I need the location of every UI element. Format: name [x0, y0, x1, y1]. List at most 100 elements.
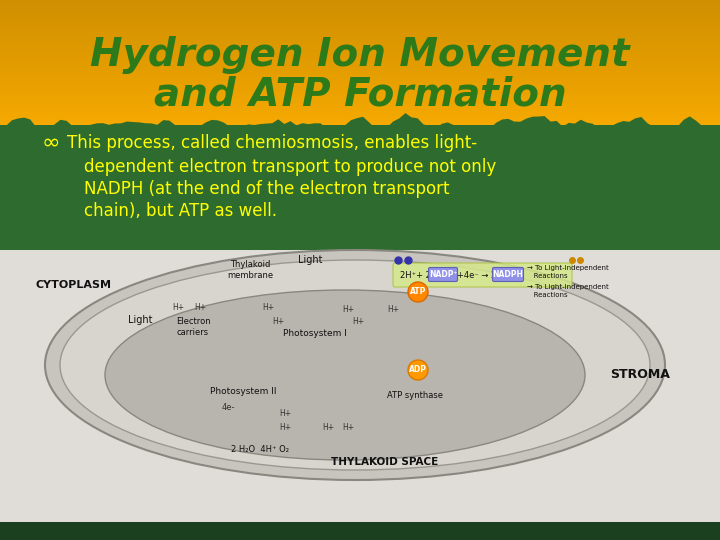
Bar — [0, 115, 720, 116]
Bar — [0, 6, 720, 7]
Bar — [0, 52, 720, 53]
Text: NADPH (at the end of the electron transport: NADPH (at the end of the electron transp… — [84, 180, 449, 198]
Bar — [0, 80, 720, 81]
Bar — [0, 59, 720, 60]
Bar — [0, 28, 720, 29]
Bar — [0, 41, 720, 42]
Bar — [0, 43, 720, 44]
Bar — [0, 63, 720, 64]
Bar — [0, 119, 720, 120]
Bar — [0, 113, 720, 114]
Ellipse shape — [105, 290, 585, 460]
Text: NADPH: NADPH — [492, 270, 523, 279]
Bar — [0, 25, 720, 26]
Ellipse shape — [45, 250, 665, 480]
Bar — [0, 74, 720, 75]
Bar — [0, 84, 720, 85]
Text: THYLAKOID SPACE: THYLAKOID SPACE — [331, 457, 438, 467]
Bar — [0, 107, 720, 108]
Bar — [0, 114, 720, 115]
Text: H+: H+ — [342, 423, 354, 433]
Bar — [0, 26, 720, 27]
Bar — [0, 105, 720, 106]
FancyBboxPatch shape — [393, 263, 572, 287]
Text: Hydrogen Ion Movement: Hydrogen Ion Movement — [90, 36, 630, 74]
Bar — [0, 40, 720, 41]
Text: Photosystem I: Photosystem I — [283, 328, 347, 338]
Text: 2 H₂O  4H⁺ O₂: 2 H₂O 4H⁺ O₂ — [231, 446, 289, 455]
Text: H+: H+ — [194, 303, 206, 313]
Bar — [0, 18, 720, 19]
Bar — [0, 13, 720, 14]
Bar — [0, 0, 720, 125]
Bar — [0, 98, 720, 99]
Bar — [0, 118, 720, 119]
Bar — [0, 37, 720, 38]
Bar — [0, 47, 720, 48]
Bar — [0, 102, 720, 103]
Bar — [0, 83, 720, 84]
Bar — [0, 125, 720, 250]
Bar — [0, 46, 720, 47]
Text: Electron
carriers: Electron carriers — [176, 317, 210, 337]
Bar — [0, 4, 720, 5]
Text: Light: Light — [127, 315, 152, 325]
Polygon shape — [0, 113, 720, 145]
Bar — [0, 92, 720, 93]
Bar — [0, 109, 720, 110]
Bar — [0, 121, 720, 122]
Bar — [0, 44, 720, 45]
Bar — [0, 3, 720, 4]
Bar — [0, 62, 720, 63]
Bar — [0, 56, 720, 57]
Bar — [0, 76, 720, 77]
Bar — [0, 64, 720, 65]
Bar — [0, 35, 720, 36]
Text: 2H⁺+ 2: 2H⁺+ 2 — [400, 271, 431, 280]
Bar — [0, 33, 720, 34]
Bar — [0, 70, 720, 71]
Text: chain), but ATP as well.: chain), but ATP as well. — [84, 202, 277, 220]
Bar — [0, 36, 720, 37]
Bar — [0, 77, 720, 78]
Bar — [0, 17, 720, 18]
Bar — [0, 72, 720, 73]
Bar — [0, 89, 720, 90]
Bar — [0, 24, 720, 25]
Bar — [0, 8, 720, 9]
Bar — [0, 81, 720, 82]
Bar — [0, 14, 720, 15]
Bar — [0, 73, 720, 74]
Bar — [0, 124, 720, 125]
Bar — [0, 250, 720, 540]
Bar — [0, 93, 720, 94]
Bar — [0, 7, 720, 8]
Text: ADP: ADP — [409, 366, 427, 375]
Text: and ATP Formation: and ATP Formation — [153, 76, 567, 114]
Bar — [0, 48, 720, 49]
Bar — [0, 11, 720, 12]
Bar — [0, 522, 720, 540]
Bar — [0, 16, 720, 17]
Bar — [0, 50, 720, 51]
Text: H+: H+ — [387, 306, 399, 314]
Bar — [0, 68, 720, 69]
Bar — [0, 110, 720, 111]
Bar — [0, 112, 720, 113]
Bar — [0, 10, 720, 11]
Bar — [0, 100, 720, 101]
Bar — [0, 42, 720, 43]
Text: Light: Light — [298, 255, 323, 265]
Text: H+: H+ — [262, 303, 274, 313]
Bar — [0, 90, 720, 91]
Bar — [0, 91, 720, 92]
Text: STROMA: STROMA — [610, 368, 670, 381]
Bar — [0, 2, 720, 3]
Text: CYTOPLASM: CYTOPLASM — [35, 280, 111, 290]
Bar — [0, 45, 720, 46]
Bar — [0, 108, 720, 109]
Bar — [0, 27, 720, 28]
Bar — [0, 54, 720, 55]
FancyBboxPatch shape — [492, 267, 523, 281]
Bar — [0, 66, 720, 67]
